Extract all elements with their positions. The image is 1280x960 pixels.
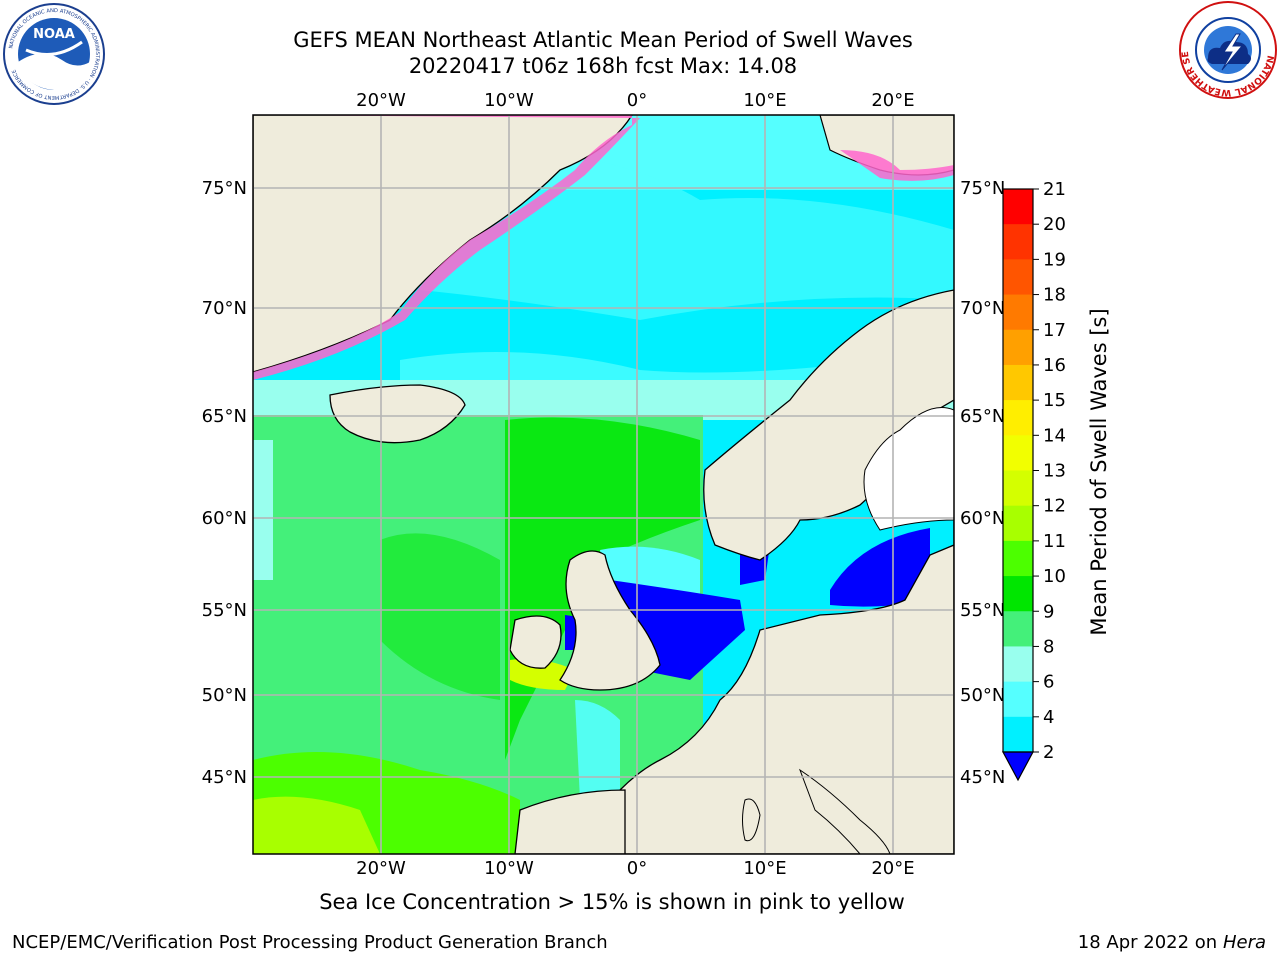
colorbar-tick-label: 12 [1043,496,1066,517]
lon-label-top: 0° [627,90,647,111]
lon-label-top: 10°W [484,90,534,111]
colorbar-tick-label: 20 [1043,214,1066,235]
colorbar-tick-label: 10 [1043,566,1066,587]
colorbar: 21 20 19 18 17 16 15 14 13 12 11 10 9 8 6 4 2 [1001,179,1066,782]
lat-label-left: 65°N [202,406,247,427]
lat-label-left: 75°N [202,178,247,199]
colorbar-tick-label: 4 [1043,707,1054,728]
colorbar-swatch [1003,224,1033,260]
swell-patch-mid-atlantic [380,533,500,700]
colorbar-swatch [1003,329,1033,366]
colorbar-tick-label: 9 [1043,601,1054,622]
lon-label-top: 20°E [871,90,914,111]
lon-label-bottom: 0° [627,858,647,879]
land-sardinia [742,798,761,842]
lon-label-top: 20°W [356,90,406,111]
land-ireland [509,615,562,669]
colorbar-tick-label: 14 [1043,425,1066,446]
colorbar-swatch [1003,505,1033,542]
colorbar-tick-label: 21 [1043,179,1066,200]
lat-label-right: 50°N [960,685,1005,706]
lat-label-right: 55°N [960,600,1005,621]
lon-labels-top: 20°W 10°W 0° 10°E 20°E [356,90,914,111]
swell-patch-west-edge [253,440,273,580]
noaa-logo: NOAA NATIONAL OCEANIC AND ATMOSPHERIC AD… [3,3,105,105]
colorbar-tick-label: 6 [1043,672,1054,693]
swell-band-atlantic-12s [253,796,380,854]
colorbar-tick-label: 18 [1043,285,1066,306]
noaa-logo-text: NOAA [33,27,75,42]
colorbar-swatch [1003,400,1033,436]
map-frame [252,114,955,855]
lon-label-bottom: 20°W [356,858,406,879]
lon-label-bottom: 10°E [743,858,786,879]
lat-label-right: 75°N [960,178,1005,199]
lon-label-bottom: 20°E [871,858,914,879]
colorbar-swatch [1003,294,1033,331]
colorbar-extend-arrow [1001,751,1035,782]
colorbar-swatch [1003,470,1033,507]
colorbar-tick-label: 8 [1043,636,1054,657]
sea-ice-caption: Sea Ice Concentration > 15% is shown in … [319,890,905,914]
lat-label-right: 45°N [960,767,1005,788]
colorbar-tick-label: 15 [1043,390,1066,411]
colorbar-tick-label: 19 [1043,249,1066,270]
colorbar-swatch [1003,540,1033,577]
footer-date: 18 Apr 2022 on Hera [1078,932,1266,953]
lat-label-left: 55°N [202,600,247,621]
colorbar-swatch [1003,681,1033,718]
lat-label-left: 60°N [202,508,247,529]
sea-ice-svalbard [840,150,954,181]
land-iberia [514,789,626,854]
colorbar-label: Mean Period of Swell Waves [s] [1087,308,1111,635]
land-italy [798,768,891,854]
colorbar-tick-label: 13 [1043,461,1066,482]
colorbar-tick-label: 2 [1043,742,1054,763]
lon-label-top: 10°E [743,90,786,111]
lat-label-right: 70°N [960,298,1005,319]
lat-labels-left: 75°N 70°N 65°N 60°N 55°N 50°N 45°N [202,178,247,788]
swell-patch-baltic [830,528,930,607]
footer-credit: NCEP/EMC/Verification Post Processing Pr… [12,932,608,953]
colorbar-swatch [1003,646,1033,683]
swell-patch-celtic-13s [510,658,575,690]
swell-patch-biscay [575,700,620,800]
footer-host: Hera [1222,932,1266,953]
colorbar-swatch [1003,364,1033,401]
colorbar-swatch [1003,716,1033,753]
nws-logo: NATIONAL WEATHER SERVICE [1178,0,1277,99]
colorbar-swatch [1003,435,1033,471]
colorbar-tick-label: 17 [1043,320,1066,341]
map-fields [253,115,954,854]
colorbar-swatch [1003,611,1033,647]
swell-band-atlantic-10s [505,417,700,760]
chart-subtitle: 20220417 t06z 168h fcst Max: 14.08 [408,54,798,78]
colorbar-swatch [1003,259,1033,296]
colorbar-swatch [1003,576,1033,612]
lat-labels-right: 75°N 70°N 65°N 60°N 55°N 50°N 45°N [960,178,1005,788]
lon-labels-bottom: 20°W 10°W 0° 10°E 20°E [356,858,914,879]
land-iceland [329,384,466,444]
footer-date-text: 18 Apr 2022 on [1077,932,1223,953]
lon-label-bottom: 10°W [484,858,534,879]
lat-label-left: 50°N [202,685,247,706]
gulf-of-bothnia [863,407,954,531]
land-great-britain [559,550,661,691]
chart-title: GEFS MEAN Northeast Atlantic Mean Period… [293,28,913,52]
lat-label-right: 65°N [960,406,1005,427]
colorbar-swatch [1003,189,1033,225]
colorbar-tick-label: 11 [1043,531,1066,552]
graticule [253,115,954,854]
lat-label-right: 60°N [960,508,1005,529]
lat-label-left: 70°N [202,298,247,319]
colorbar-tick-label: 16 [1043,355,1066,376]
lat-label-left: 45°N [202,767,247,788]
